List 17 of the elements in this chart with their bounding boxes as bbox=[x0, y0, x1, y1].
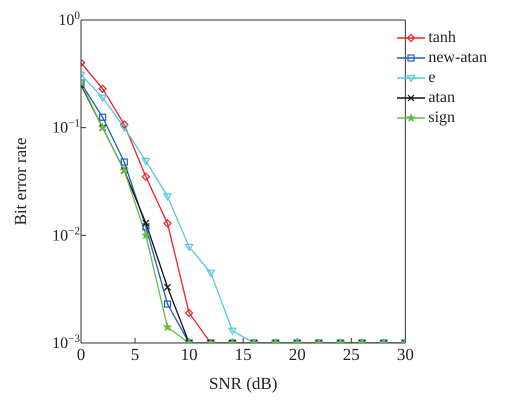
x-axis-title: SNR (dB) bbox=[208, 374, 278, 393]
x-tick-label: 20 bbox=[288, 345, 306, 364]
legend-label: tanh bbox=[428, 28, 456, 48]
legend-label: sign bbox=[428, 108, 456, 128]
x-tick-label: 10 bbox=[180, 345, 198, 364]
x-tick-label: 25 bbox=[342, 345, 360, 364]
x-tick-label: 15 bbox=[234, 345, 252, 364]
y-tick-label: 10$^{0}$ bbox=[58, 10, 80, 29]
legend-label: new-atan bbox=[428, 48, 487, 68]
y-tick-label: 10$^{−2}$ bbox=[52, 225, 80, 244]
y-axis-title: Bit error rate bbox=[11, 138, 30, 226]
x-tick-label: 30 bbox=[396, 345, 414, 364]
x-tick-label: 5 bbox=[130, 345, 140, 364]
x-tick-label: 0 bbox=[76, 345, 86, 364]
y-tick-label: 10$^{−1}$ bbox=[52, 118, 80, 137]
legend-label: e bbox=[428, 68, 436, 88]
legend-label: atan bbox=[428, 88, 456, 108]
